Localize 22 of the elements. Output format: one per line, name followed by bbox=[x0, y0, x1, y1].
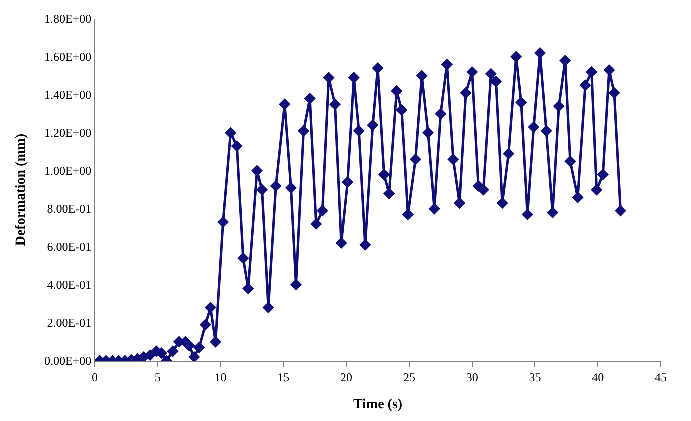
y-tick-label: 1.40E+00 bbox=[44, 88, 92, 102]
y-tick-label: 8.00E-01 bbox=[47, 202, 92, 216]
x-tick-label: 5 bbox=[154, 370, 161, 384]
y-axis-title: Deformation (mm) bbox=[14, 133, 30, 246]
x-axis-title: Time (s) bbox=[353, 398, 403, 413]
y-tick-label: 2.00E-01 bbox=[47, 316, 92, 330]
x-tick-label: 30 bbox=[466, 370, 478, 384]
x-tick-label: 10 bbox=[214, 370, 227, 384]
y-tick-label: 1.80E+00 bbox=[44, 12, 92, 26]
x-tick-label: 0 bbox=[92, 370, 98, 384]
y-tick-label: 4.00E-01 bbox=[47, 278, 92, 292]
x-tick-label: 25 bbox=[403, 370, 416, 384]
x-tick-label: 20 bbox=[340, 370, 353, 384]
y-tick-label: 1.20E+00 bbox=[44, 126, 92, 140]
x-tick-label: 15 bbox=[278, 370, 290, 384]
y-tick-label: 0.00E+00 bbox=[44, 354, 92, 368]
y-tick-label: 6.00E-01 bbox=[47, 240, 92, 254]
y-tick-label: 1.60E+00 bbox=[44, 50, 92, 64]
x-tick-label: 40 bbox=[592, 370, 604, 384]
x-tick-label: 35 bbox=[529, 370, 542, 384]
y-tick-label: 1.00E+00 bbox=[44, 164, 92, 178]
x-tick-label: 45 bbox=[655, 370, 667, 384]
